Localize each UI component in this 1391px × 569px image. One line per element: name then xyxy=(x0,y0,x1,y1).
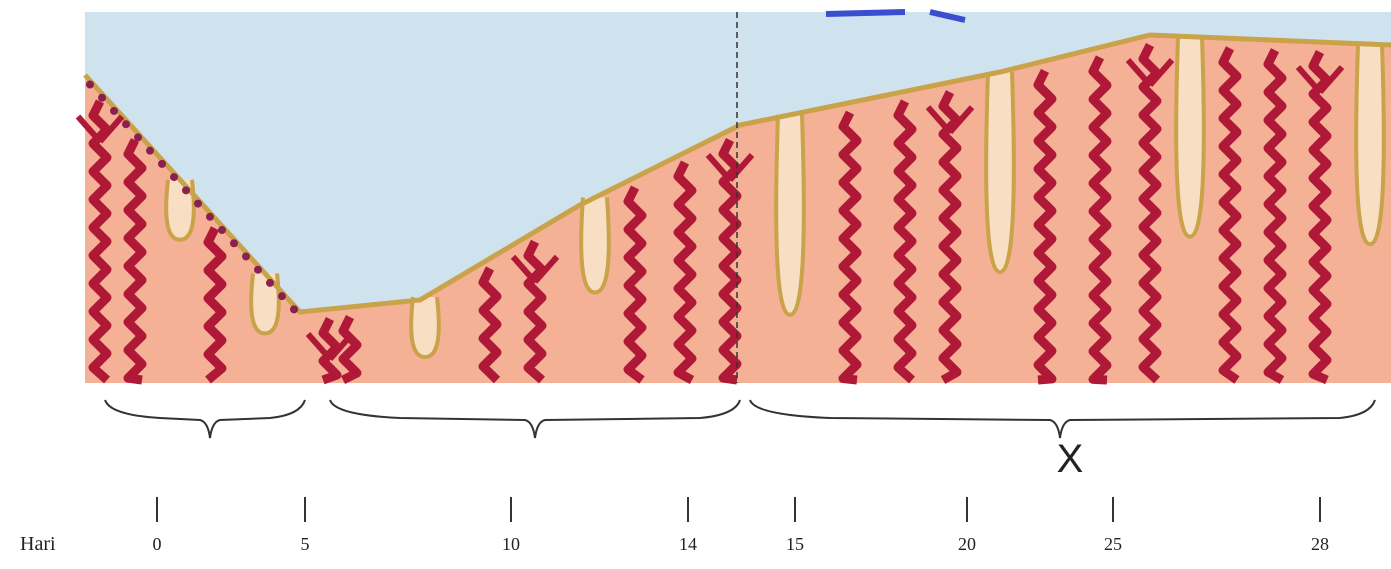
tick-label: 25 xyxy=(1104,534,1122,554)
spiral-artery xyxy=(893,99,917,384)
artery-branch xyxy=(705,153,755,182)
artery-branch xyxy=(1295,65,1345,95)
gland xyxy=(249,273,281,336)
shedding-cell xyxy=(254,265,262,274)
shedding-cell xyxy=(194,199,202,208)
gland xyxy=(774,114,806,317)
spiral-artery xyxy=(1218,46,1242,384)
scribble xyxy=(825,9,966,23)
brace xyxy=(329,399,741,439)
shedding-cell xyxy=(134,133,142,142)
tick-label: 10 xyxy=(502,534,520,554)
brace xyxy=(104,399,306,439)
artery-branch xyxy=(925,105,975,135)
tick-label: 15 xyxy=(786,534,804,554)
spiral-artery xyxy=(123,138,147,385)
gland xyxy=(164,179,196,242)
spiral-artery xyxy=(338,314,362,385)
tick-label: 5 xyxy=(301,534,310,554)
shedding-cell xyxy=(86,80,94,89)
spiral-artery xyxy=(1138,42,1162,384)
spiral-artery xyxy=(623,185,647,384)
gland xyxy=(1354,44,1386,247)
marker: X xyxy=(1057,437,1084,481)
spiral-artery xyxy=(318,316,342,385)
spiral-artery xyxy=(938,90,962,384)
artery-branch xyxy=(75,114,125,144)
shedding-cell xyxy=(122,120,130,129)
gland xyxy=(1174,36,1206,239)
gland xyxy=(984,71,1016,275)
shedding-cell xyxy=(278,292,286,301)
braces xyxy=(104,399,1376,439)
epithelium xyxy=(83,32,1391,315)
shedding-cell xyxy=(290,305,298,314)
shedding-cell xyxy=(242,252,250,261)
spiral-artery xyxy=(838,110,862,385)
tick-label: 20 xyxy=(958,534,976,554)
tick-label: 28 xyxy=(1311,534,1329,554)
artery-branch xyxy=(510,254,560,284)
axis-label: Hari xyxy=(20,533,56,555)
gland xyxy=(579,197,611,295)
brace xyxy=(749,399,1376,439)
tick-label: 14 xyxy=(679,534,697,554)
spiral-artery xyxy=(1263,48,1287,384)
spiral-artery xyxy=(718,137,742,385)
shedding-cell xyxy=(158,159,166,168)
stroma xyxy=(85,35,1391,383)
spiral-artery xyxy=(1088,55,1112,385)
shedding-cell xyxy=(98,93,106,102)
day-axis: 0 5 10 14 15 20 25 28 xyxy=(153,497,1329,554)
shedding-cell xyxy=(110,106,118,115)
spiral-artery xyxy=(523,239,547,384)
spiral-artery xyxy=(203,226,227,384)
spiral-artery xyxy=(673,160,697,384)
tick-label: 0 xyxy=(153,534,162,554)
shedding-cell xyxy=(218,226,226,235)
shedding-cell xyxy=(146,146,154,155)
shedding-cell xyxy=(206,212,214,221)
shedding-cell xyxy=(266,278,274,287)
shedding-cell xyxy=(170,173,178,182)
spiral-artery xyxy=(478,266,502,384)
shedding-cell xyxy=(230,239,238,248)
spiral-artery xyxy=(1308,50,1332,385)
gland xyxy=(409,296,441,360)
spiral-artery xyxy=(1033,68,1057,385)
shedding-cell xyxy=(182,186,190,195)
spiral-artery xyxy=(88,99,112,384)
endometrium xyxy=(75,32,1391,385)
artery-branch xyxy=(1125,58,1175,87)
